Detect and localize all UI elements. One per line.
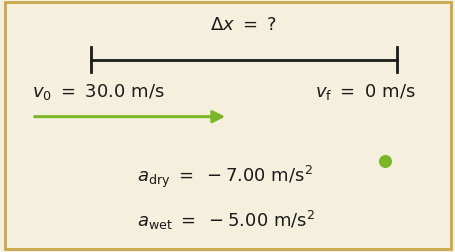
Text: $v_0\ =\ 30.0\ \mathrm{m/s}$: $v_0\ =\ 30.0\ \mathrm{m/s}$ [32,82,165,102]
Text: $v_{\mathrm{f}}\ =\ 0\ \mathrm{m/s}$: $v_{\mathrm{f}}\ =\ 0\ \mathrm{m/s}$ [314,82,415,102]
Text: $a_{\mathrm{dry}}\ =\ -7.00\ \mathrm{m/s}^2$: $a_{\mathrm{dry}}\ =\ -7.00\ \mathrm{m/s… [136,163,312,190]
Point [381,159,388,163]
Text: $a_{\mathrm{wet}}\ =\ -5.00\ \mathrm{m/s}^2$: $a_{\mathrm{wet}}\ =\ -5.00\ \mathrm{m/s… [136,208,314,231]
Text: $\Delta x\ =\ ?$: $\Delta x\ =\ ?$ [210,16,277,34]
